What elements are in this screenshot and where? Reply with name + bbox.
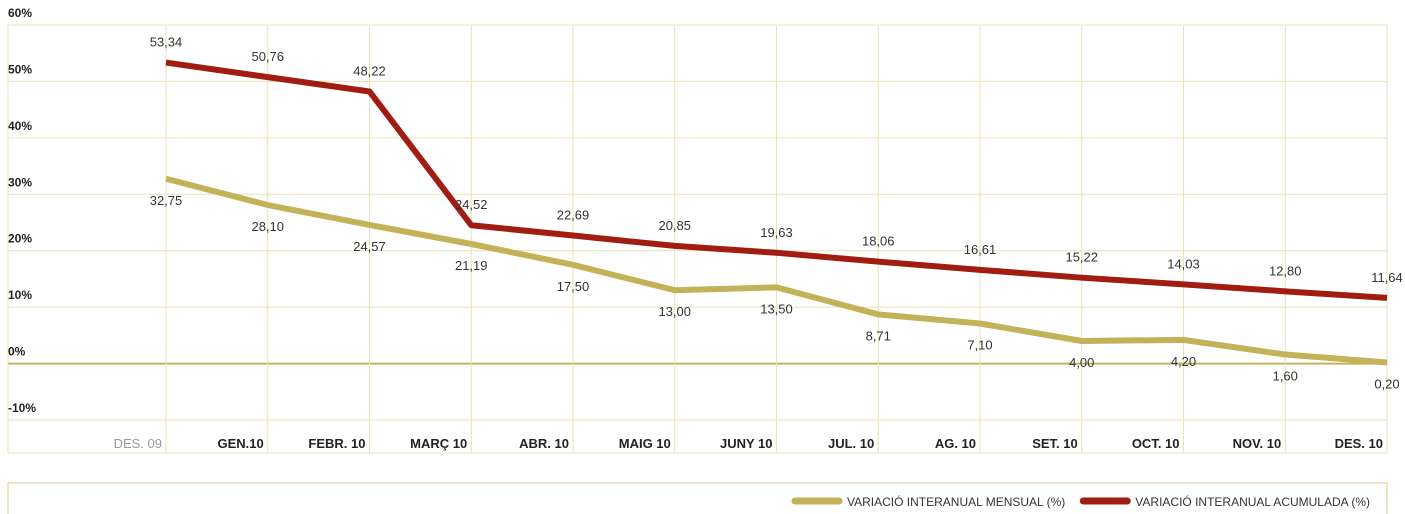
y-tick-label: 0% [8, 345, 26, 359]
legend-label: VARIACIÓ INTERANUAL ACUMULADA (%) [1135, 494, 1370, 509]
data-label: 50,76 [251, 49, 284, 64]
x-tick-label: AG. 10 [935, 436, 976, 451]
data-label: 18,06 [862, 234, 895, 249]
data-label: 13,00 [658, 304, 691, 319]
data-label: 24,52 [455, 197, 488, 212]
data-label: 0,20 [1374, 376, 1399, 391]
y-tick-label: -10% [8, 401, 36, 415]
data-label: 20,85 [658, 218, 691, 233]
x-tick-label: DES. 09 [114, 436, 162, 451]
y-tick-label: 50% [8, 62, 32, 76]
y-tick-label: 60% [8, 6, 32, 20]
legend-label: VARIACIÓ INTERANUAL MENSUAL (%) [847, 494, 1065, 509]
series-line [165, 59, 1388, 301]
data-label: 11,64 [1371, 270, 1403, 285]
data-label: 8,71 [866, 328, 891, 343]
x-tick-label: JUNY 10 [720, 436, 773, 451]
data-label: 15,22 [1065, 250, 1098, 265]
data-label: 7,10 [967, 338, 992, 353]
data-label: 22,69 [557, 208, 590, 223]
data-label: 13,50 [760, 301, 793, 316]
x-tick-label: JUL. 10 [828, 436, 874, 451]
data-label: 4,00 [1069, 355, 1094, 370]
data-label: 14,03 [1167, 256, 1200, 271]
x-tick-label: ABR. 10 [519, 436, 569, 451]
x-tick-label: DES. 10 [1335, 436, 1383, 451]
x-tick-label: OCT. 10 [1132, 436, 1180, 451]
data-label: 16,61 [964, 242, 997, 257]
data-label: 48,22 [353, 63, 386, 78]
x-tick-label: MARÇ 10 [410, 436, 467, 451]
data-label: 17,50 [557, 279, 590, 294]
x-tick-label: SET. 10 [1032, 436, 1078, 451]
x-tick-label: NOV. 10 [1233, 436, 1282, 451]
x-tick-label: GEN.10 [218, 436, 264, 451]
data-label: 32,75 [150, 193, 183, 208]
data-label: 12,80 [1269, 263, 1302, 278]
y-tick-label: 40% [8, 119, 32, 133]
y-tick-label: 20% [8, 232, 32, 246]
y-tick-label: 10% [8, 288, 32, 302]
series-line [165, 175, 1388, 366]
x-tick-label: FEBR. 10 [308, 436, 365, 451]
data-label: 4,20 [1171, 354, 1196, 369]
data-label: 28,10 [251, 219, 284, 234]
data-label: 24,57 [353, 239, 386, 254]
data-label: 1,60 [1273, 369, 1298, 384]
y-tick-label: 30% [8, 175, 32, 189]
legend-box [7, 482, 1388, 514]
data-label: 21,19 [455, 258, 488, 273]
data-label: 19,63 [760, 225, 793, 240]
data-label: 53,34 [150, 35, 183, 50]
x-tick-label: MAIG 10 [619, 436, 671, 451]
